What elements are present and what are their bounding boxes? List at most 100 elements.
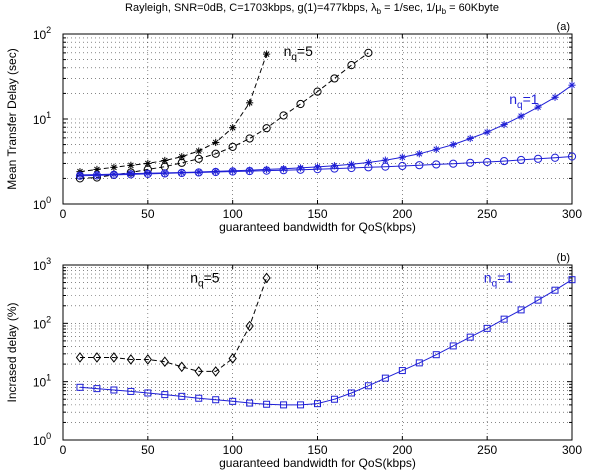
- data-point: [568, 81, 576, 89]
- data-point: [177, 158, 186, 167]
- data-point: [347, 389, 355, 397]
- y-tick-label: 102: [33, 25, 51, 42]
- data-point: [160, 169, 169, 178]
- y-tick-label: 100: [33, 195, 51, 212]
- data-point: [126, 354, 136, 365]
- data-point: [211, 167, 220, 177]
- data-point: [262, 124, 271, 133]
- y-tick-base: 10: [33, 28, 47, 42]
- annotation-var: n: [190, 270, 198, 286]
- series-3: [75, 152, 577, 180]
- annotation-value: =1: [523, 91, 539, 107]
- series-0: [75, 272, 271, 377]
- data-point: [245, 166, 254, 176]
- x-tick-label: 150: [307, 207, 327, 221]
- data-point: [194, 366, 203, 377]
- data-point: [449, 159, 458, 168]
- data-point: [228, 142, 237, 151]
- title-lambda-sub: b: [377, 7, 382, 16]
- data-point: [551, 286, 559, 294]
- y-tick-base: 10: [33, 317, 47, 331]
- data-point: [500, 315, 508, 323]
- data-point: [381, 156, 389, 164]
- data-point: [92, 352, 102, 363]
- data-point: [517, 112, 525, 120]
- data-point: [483, 157, 492, 167]
- y-tick-exp: 3: [46, 256, 51, 266]
- x-axis-label: guaranteed bandwidth for QoS(kbps): [219, 456, 416, 470]
- data-point: [347, 61, 356, 70]
- data-point: [381, 374, 389, 382]
- data-point: [195, 147, 203, 155]
- x-tick-label: 150: [307, 443, 327, 457]
- data-point: [517, 306, 525, 314]
- x-tick-label: 200: [392, 443, 412, 457]
- y-tick-exp: 2: [46, 25, 51, 35]
- x-tick-label: 100: [223, 443, 243, 457]
- y-tick-base: 10: [33, 198, 47, 212]
- data-point: [228, 167, 237, 176]
- data-point: [466, 134, 474, 143]
- series-0: [76, 50, 271, 176]
- data-point: [110, 163, 118, 171]
- data-point: [92, 171, 102, 180]
- grid-lines: [63, 34, 572, 204]
- y-tick-base: 10: [33, 434, 47, 448]
- data-point: [279, 111, 288, 120]
- data-point: [297, 401, 305, 409]
- annotation-value: =5: [204, 270, 220, 286]
- panel-b-increase-chart: 0 50 100 150 200 250 300100101102103guaranteed…: [5, 252, 582, 470]
- y-tick-label: 101: [33, 373, 51, 390]
- y-axis-label: Mean Transfer Delay (sec): [5, 48, 19, 189]
- data-point: [466, 333, 474, 341]
- data-point: [161, 391, 169, 399]
- annotation-sub: q: [291, 52, 297, 63]
- series-annotation: nq=1: [484, 270, 514, 290]
- data-point: [314, 400, 321, 408]
- x-tick-label: 100: [223, 207, 243, 221]
- y-tick-label: 100: [33, 431, 51, 448]
- annotation-sub: q: [517, 100, 523, 111]
- data-point: [144, 159, 152, 168]
- data-point: [364, 163, 373, 172]
- series-line: [79, 279, 573, 406]
- y-tick-exp: 2: [46, 314, 51, 324]
- y-tick-exp: 1: [46, 110, 51, 120]
- series-2: [76, 81, 576, 179]
- data-point: [313, 165, 322, 174]
- data-point: [245, 320, 254, 332]
- data-point: [449, 342, 457, 350]
- data-point: [567, 152, 577, 161]
- data-point: [568, 276, 576, 284]
- data-point: [93, 385, 101, 393]
- data-point: [398, 367, 406, 375]
- data-point: [296, 99, 305, 109]
- data-point: [483, 128, 491, 136]
- x-tick-label: 50: [141, 207, 155, 221]
- data-point: [212, 396, 220, 404]
- data-point: [246, 166, 254, 174]
- data-point: [76, 383, 84, 391]
- data-point: [313, 87, 322, 96]
- title-mu-sub: b: [442, 7, 447, 16]
- data-point: [109, 170, 119, 179]
- data-point: [211, 149, 220, 158]
- annotation-var: n: [509, 91, 517, 107]
- data-point: [432, 160, 441, 169]
- series-line: [80, 277, 268, 372]
- y-tick-exp: 0: [46, 431, 51, 441]
- tick-marks: [62, 265, 573, 441]
- data-point: [517, 155, 526, 165]
- series-line: [79, 52, 369, 179]
- annotation-var: n: [484, 270, 492, 286]
- title-part-pre: Rayleigh, SNR=0dB, C=1703kbps, g(1)=477k…: [125, 2, 377, 14]
- data-point: [364, 48, 373, 57]
- data-point: [212, 138, 220, 147]
- data-point: [330, 395, 338, 403]
- data-point: [177, 168, 186, 178]
- data-point: [212, 167, 220, 175]
- x-tick-label: 250: [477, 207, 497, 221]
- series-annotation: nq=1: [509, 91, 539, 111]
